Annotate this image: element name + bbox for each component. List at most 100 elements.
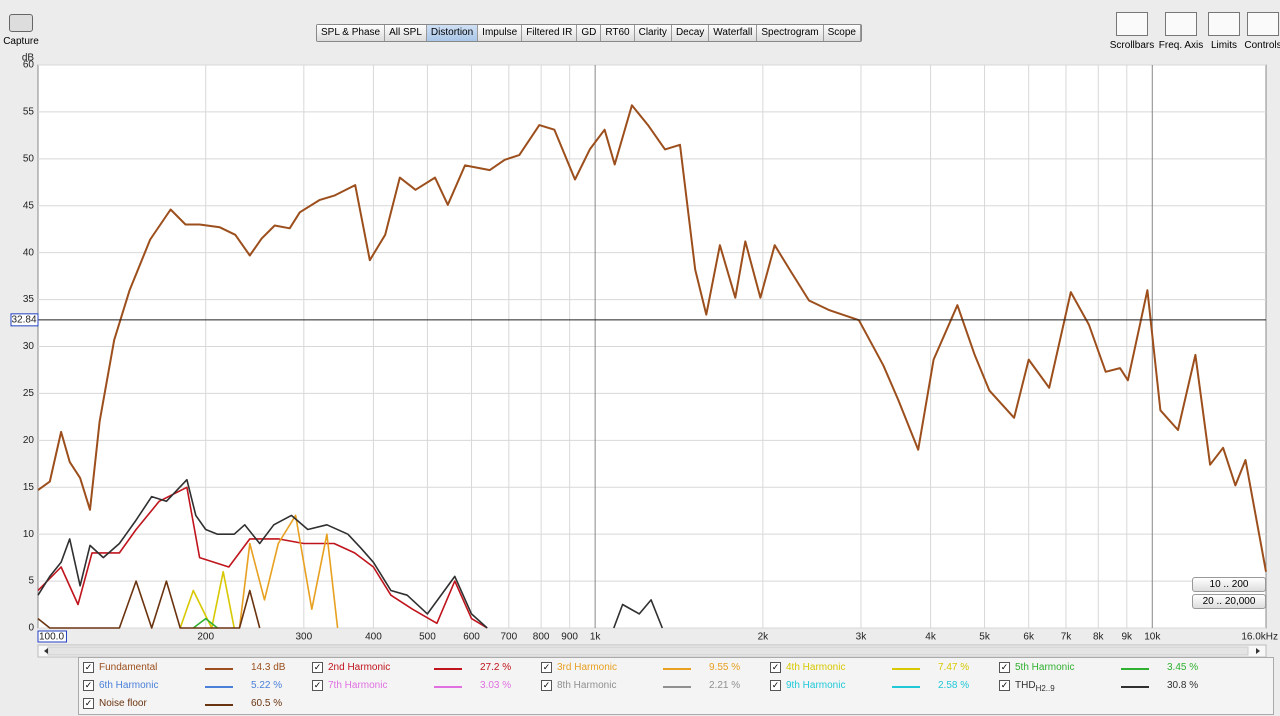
x-tick-label: 8k (1093, 632, 1105, 643)
cursor-label: 32.84 (11, 314, 36, 325)
tab-button[interactable]: Distortion (426, 25, 479, 41)
y-tick-label: 5 (28, 576, 34, 587)
x-tick-label: 6k (1023, 632, 1035, 643)
capture-button[interactable]: Capture (2, 14, 40, 47)
legend-name-text: 4th Harmonic (786, 662, 846, 673)
legend-readout: 2.58 % (938, 680, 970, 691)
legend-name: 8th Harmonic (557, 680, 616, 691)
tab-button[interactable]: Scope (823, 25, 861, 41)
cursor-box (10, 313, 39, 327)
legend-swatch (663, 668, 691, 670)
legend-checkbox[interactable]: ✓ (999, 662, 1010, 673)
legend-swatch (892, 686, 920, 688)
legend-checkbox[interactable]: ✓ (83, 680, 94, 691)
range-button[interactable]: 20 .. 20,000 (1192, 594, 1266, 609)
y-axis-label: dB (22, 53, 35, 64)
series-line (37, 478, 664, 629)
legend: ✓ Fundamental 14.3 dB ✓ 2nd Harmonic 27.2 % ✓ 3… (78, 657, 1274, 715)
legend-readout: 7.47 % (938, 662, 970, 673)
range-button[interactable]: 10 .. 200 (1192, 577, 1266, 592)
x-tick-label: 900 (561, 632, 578, 643)
y-tick-label: 35 (23, 294, 35, 305)
tool-label: Freq. Axis (1158, 40, 1204, 51)
capture-label: Capture (3, 36, 39, 47)
legend-checkbox[interactable]: ✓ (83, 698, 94, 709)
tab-bar: SPL & Phase All SPL Distortion Impulse Filte… (316, 24, 862, 42)
x-tick-label: 300 (295, 632, 312, 643)
legend-readout: 3.03 % (480, 680, 512, 691)
x-tick-label: 16.0kHz (1241, 632, 1278, 643)
legend-swatch (663, 686, 691, 688)
tool-label: Limits (1210, 40, 1238, 51)
legend-checkbox[interactable]: ✓ (541, 662, 552, 673)
x-tick-label: 7k (1061, 632, 1073, 643)
series-line (37, 580, 261, 629)
x-tick-label: 4k (925, 632, 937, 643)
x-tick-label: 1k (590, 632, 602, 643)
tool-button[interactable]: Controls (1237, 12, 1280, 51)
legend-name: Noise floor (99, 698, 147, 709)
y-tick-label: 45 (23, 200, 35, 211)
tab-button[interactable]: Filtered IR (522, 25, 578, 41)
tab-button[interactable]: Clarity (634, 25, 672, 41)
x-tick-label: 500 (419, 632, 436, 643)
x-tick-label: 400 (365, 632, 382, 643)
y-tick-label: 60 (23, 60, 35, 71)
tab-button[interactable]: Spectrogram (757, 25, 824, 41)
tool-button[interactable]: Freq. Axis (1155, 12, 1207, 51)
legend-checkbox[interactable]: ✓ (770, 680, 781, 691)
legend-name: 9th Harmonic (786, 680, 845, 691)
tab-button[interactable]: Impulse (478, 25, 523, 41)
legend-swatch (205, 704, 233, 706)
legend-name: 7th Harmonic (328, 680, 387, 691)
y-tick-label: 50 (23, 153, 35, 164)
legend-swatch (434, 668, 462, 670)
x-tick-label: 9k (1122, 632, 1134, 643)
y-tick-label: 0 (28, 623, 34, 634)
legend-name-text: 2nd Harmonic (328, 662, 391, 673)
legend-name-text: 7th Harmonic (328, 680, 388, 691)
x-tick-label: 3k (856, 632, 868, 643)
legend-name: THDH2..9 (1015, 680, 1055, 693)
tool-button[interactable]: Scrollbars (1106, 12, 1158, 51)
legend-checkbox[interactable]: ✓ (312, 680, 323, 691)
tool-icon (1247, 12, 1279, 36)
legend-checkbox[interactable]: ✓ (312, 662, 323, 673)
legend-swatch (892, 668, 920, 670)
legend-readout: 60.5 % (251, 698, 283, 709)
legend-checkbox[interactable]: ✓ (999, 680, 1010, 691)
x-tick-label: 800 (533, 632, 550, 643)
legend-checkbox[interactable]: ✓ (541, 680, 552, 691)
y-tick-label: 25 (23, 388, 35, 399)
tab-button[interactable]: RT60 (601, 25, 635, 41)
scrollbar-thumb[interactable] (47, 646, 1249, 656)
y-tick-label: 40 (23, 247, 35, 258)
x-tick-label: 600 (463, 632, 480, 643)
y-tick-label: 10 (23, 529, 35, 540)
tab-button[interactable]: All SPL (385, 25, 427, 41)
legend-name: 5th Harmonic (1015, 662, 1074, 673)
legend-swatch (205, 686, 233, 688)
legend-name: 4th Harmonic (786, 662, 845, 673)
tab-button[interactable]: GD (577, 25, 602, 41)
legend-name-text: Fundamental (99, 662, 158, 673)
x-tick-label: 200 (197, 632, 214, 643)
x-tick-label: 700 (500, 632, 517, 643)
series-line (37, 104, 1267, 572)
legend-swatch (434, 686, 462, 688)
legend-name-text: 9th Harmonic (786, 680, 846, 691)
tab-button[interactable]: SPL & Phase (317, 25, 386, 41)
legend-name: 2nd Harmonic (328, 662, 390, 673)
tab-button[interactable]: Decay (671, 25, 710, 41)
legend-checkbox[interactable]: ✓ (83, 662, 94, 673)
legend-swatch (205, 668, 233, 670)
legend-checkbox[interactable]: ✓ (770, 662, 781, 673)
legend-readout: 2.21 % (709, 680, 741, 691)
tab-button[interactable]: Waterfall (709, 25, 758, 41)
x-start-box (37, 630, 67, 643)
tool-button[interactable]: Limits (1198, 12, 1250, 51)
legend-name-text: 6th Harmonic (99, 680, 159, 691)
legend-name: 6th Harmonic (99, 680, 158, 691)
y-tick-label: 15 (23, 482, 35, 493)
